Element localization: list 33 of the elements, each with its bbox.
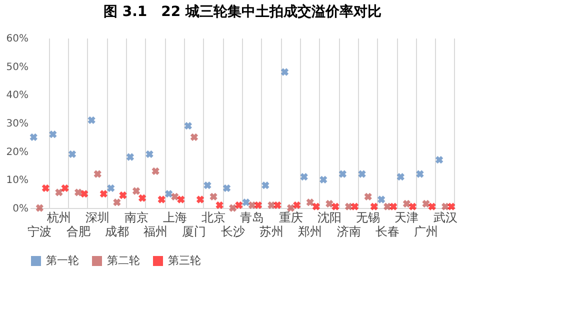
y-tick-label: 0% bbox=[12, 204, 28, 214]
y-tick-label: 40% bbox=[6, 90, 28, 102]
y-tick-label: 60% bbox=[6, 34, 28, 44]
x-tick-label: 杭州 bbox=[46, 210, 71, 224]
x-tick-label: 长沙 bbox=[220, 224, 245, 238]
x-tick-label: 合肥 bbox=[66, 224, 90, 238]
x-tick-label: 长春 bbox=[375, 224, 400, 238]
x-tick-label: 南京 bbox=[124, 210, 148, 224]
x-tick-label: 宁波 bbox=[28, 224, 52, 238]
y-tick-label: 20% bbox=[6, 146, 28, 158]
legend-label: 第三轮 bbox=[168, 254, 201, 267]
x-tick-label: 青岛 bbox=[240, 210, 264, 224]
legend-label: 第一轮 bbox=[46, 254, 79, 267]
x-tick-label: 厦门 bbox=[182, 224, 206, 238]
x-tick-label: 济南 bbox=[336, 224, 361, 238]
x-tick-label: 深圳 bbox=[86, 210, 110, 224]
y-tick-label: 10% bbox=[6, 175, 28, 186]
x-tick-label: 武汉 bbox=[433, 210, 458, 224]
x-tick-label: 沈阳 bbox=[317, 210, 342, 224]
legend-label: 第二轮 bbox=[107, 254, 140, 267]
x-tick-label: 广州 bbox=[414, 224, 438, 238]
x-tick-label: 北京 bbox=[202, 210, 226, 224]
chart-title: 图 3.1 22 城三轮集中土拍成交溢价率对比 bbox=[103, 3, 382, 20]
x-tick-label: 苏州 bbox=[259, 224, 284, 238]
x-tick-label: 重庆 bbox=[278, 210, 303, 224]
x-tick-label: 无锡 bbox=[356, 210, 380, 224]
x-tick-label: 郑州 bbox=[298, 224, 322, 238]
x-tick-label: 上海 bbox=[162, 210, 187, 224]
y-tick-label: 30% bbox=[6, 118, 28, 130]
y-tick-label: 50% bbox=[6, 62, 28, 73]
x-tick-label: 天津 bbox=[394, 210, 419, 224]
x-tick-label: 成都 bbox=[104, 224, 129, 238]
x-tick-label: 福州 bbox=[144, 224, 168, 238]
